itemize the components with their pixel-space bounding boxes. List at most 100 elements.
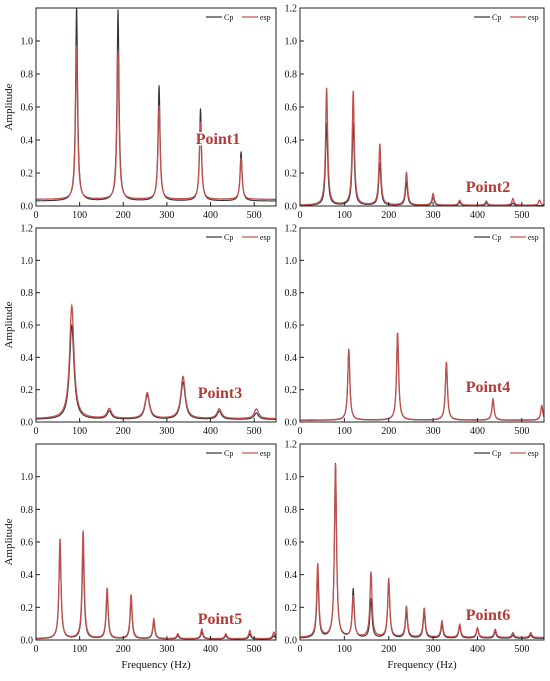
- legend-label-cp: Cp: [492, 449, 501, 458]
- series-line-esp: [300, 463, 544, 639]
- x-tick-label: 200: [116, 644, 131, 655]
- y-tick-label: 1.0: [21, 256, 34, 267]
- x-tick-label: 200: [381, 426, 396, 437]
- series-line-cp: [300, 332, 544, 421]
- x-tick-label: 100: [72, 644, 87, 655]
- x-tick-label: 0: [34, 426, 39, 437]
- chart-panel-point3: 0 100 200 300 400 500 0.0 0.2 0.4 0.6 0.8 1.0 1.2 Amp…: [3, 224, 277, 437]
- legend-label-cp: Cp: [492, 13, 501, 22]
- legend: Cp esp: [206, 13, 271, 22]
- x-tick-label: 300: [159, 644, 174, 655]
- y-tick-label: 0.4: [285, 353, 298, 364]
- x-tick-label: 500: [514, 644, 529, 655]
- x-tick-label: 300: [426, 210, 441, 221]
- x-tick-label: 300: [426, 644, 441, 655]
- x-tick-label: 100: [72, 210, 87, 221]
- point-label: Point3: [198, 385, 242, 402]
- point-label: Point1: [196, 131, 240, 148]
- series-line-esp: [36, 303, 276, 420]
- x-tick-label: 100: [337, 426, 352, 437]
- legend: Cp esp: [474, 233, 539, 242]
- y-tick-label: 1.0: [21, 37, 34, 48]
- x-tick-label: 100: [72, 426, 87, 437]
- x-axis-title: Frequency (Hz): [121, 659, 191, 671]
- chart-panel-point5: 0 100 200 300 400 500 0.0 0.2 0.4 0.6 0.8 1.0 Amplit…: [3, 443, 277, 671]
- chart-panel-point6: 0 100 200 300 400 500 0.0 0.2 0.4 0.6 0.8 1.0 1.2 Fre…: [285, 440, 545, 671]
- x-tick-label: 400: [203, 210, 218, 221]
- legend-label-esp: esp: [528, 13, 539, 22]
- y-tick-label: 1.0: [285, 256, 298, 267]
- y-tick-label: 0.4: [21, 353, 34, 364]
- series-line-esp: [36, 530, 276, 640]
- x-tick-label: 500: [247, 426, 262, 437]
- series-line-cp: [36, 324, 276, 420]
- chart-panel-point2: 0 100 200 300 400 500 0.0 0.2 0.4 0.6 0.8 1.0 1.2 Cp e…: [285, 4, 545, 221]
- legend-label-esp: esp: [260, 233, 271, 242]
- y-tick-label: 1.0: [285, 472, 298, 483]
- legend-label-cp: Cp: [492, 233, 501, 242]
- y-tick-label: 0.6: [21, 321, 34, 332]
- legend-label-esp: esp: [260, 13, 271, 22]
- x-tick-label: 0: [298, 210, 303, 221]
- x-axis-title: Frequency (Hz): [387, 659, 457, 671]
- x-tick-label: 400: [470, 426, 485, 437]
- y-tick-label: 0.4: [285, 570, 298, 581]
- y-tick-label: 1.2: [285, 224, 298, 235]
- y-tick-label: 0.6: [21, 538, 34, 549]
- series-line-esp: [300, 87, 544, 206]
- y-tick-label: 1.2: [285, 4, 298, 15]
- x-tick-label: 200: [116, 426, 131, 437]
- y-tick-label: 0.6: [285, 321, 298, 332]
- y-tick-label: 0.2: [21, 603, 34, 614]
- series-line-esp: [36, 45, 276, 200]
- legend-label-esp: esp: [528, 233, 539, 242]
- x-tick-label: 400: [470, 210, 485, 221]
- y-tick-label: 0.8: [285, 70, 298, 81]
- y-tick-label: 1.2: [285, 440, 298, 451]
- y-tick-label: 0.6: [285, 538, 298, 549]
- y-axis-title: Amplitude: [3, 518, 15, 565]
- legend-label-cp: Cp: [224, 449, 233, 458]
- y-tick-label: 0.4: [21, 570, 34, 581]
- y-tick-label: 0.2: [285, 169, 298, 180]
- y-tick-label: 0.2: [285, 385, 298, 396]
- y-tick-label: 0.0: [285, 636, 298, 647]
- chart-panel-point1: 0 100 200 300 400 500 0.0 0.2 0.4 0.6 0.8 1.0 Amplit…: [3, 7, 277, 221]
- legend-label-cp: Cp: [224, 13, 233, 22]
- y-tick-label: 0.0: [21, 202, 34, 213]
- x-tick-label: 0: [298, 426, 303, 437]
- y-tick-label: 0.2: [21, 169, 34, 180]
- x-tick-label: 100: [337, 210, 352, 221]
- y-tick-label: 0.8: [21, 288, 34, 299]
- x-tick-label: 400: [203, 426, 218, 437]
- y-axis-title: Amplitude: [3, 83, 15, 130]
- y-tick-label: 1.0: [21, 472, 34, 483]
- y-tick-label: 0.6: [285, 103, 298, 114]
- legend: Cp esp: [206, 233, 271, 242]
- y-tick-label: 0.2: [285, 603, 298, 614]
- y-tick-label: 0.6: [21, 103, 34, 114]
- y-tick-label: 0.4: [285, 136, 298, 147]
- y-tick-label: 0.0: [285, 418, 298, 429]
- y-tick-label: 0.0: [21, 418, 34, 429]
- y-tick-label: 0.2: [21, 385, 34, 396]
- legend-label-esp: esp: [528, 449, 539, 458]
- legend: Cp esp: [206, 449, 271, 458]
- x-tick-label: 400: [203, 644, 218, 655]
- point-label: Point2: [466, 179, 510, 196]
- y-tick-label: 0.8: [285, 288, 298, 299]
- y-tick-label: 0.8: [21, 70, 34, 81]
- x-tick-label: 200: [381, 210, 396, 221]
- y-axis-title: Amplitude: [3, 301, 15, 348]
- legend: Cp esp: [474, 13, 539, 22]
- axes-frame: [299, 7, 545, 207]
- y-tick-label: 0.0: [21, 636, 34, 647]
- x-tick-label: 300: [159, 426, 174, 437]
- x-tick-label: 200: [116, 210, 131, 221]
- y-tick-label: 0.8: [285, 505, 298, 516]
- x-tick-label: 0: [298, 644, 303, 655]
- legend: Cp esp: [474, 449, 539, 458]
- y-tick-label: 0.8: [21, 505, 34, 516]
- point-label: Point4: [466, 379, 510, 396]
- series-line-esp: [300, 332, 544, 421]
